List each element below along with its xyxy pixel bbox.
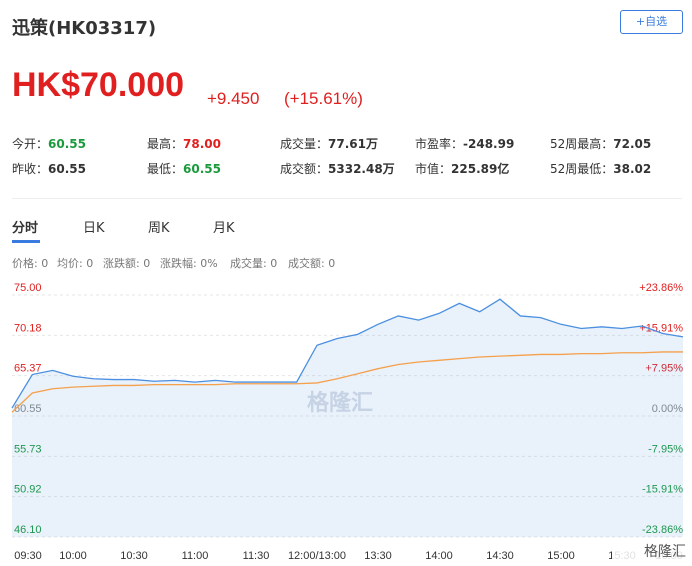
price-line xyxy=(11,298,684,409)
stat-value: -248.99 xyxy=(463,137,515,151)
logo-bg xyxy=(612,540,690,564)
price-area xyxy=(12,299,683,537)
stat-label: 52周最高： xyxy=(550,137,614,151)
stat-label: 52周最低： xyxy=(550,162,614,176)
stat-value: 38.02 xyxy=(613,162,652,176)
stat: 市值：225.89亿 xyxy=(415,160,509,177)
y-tick-label: 55.73 xyxy=(14,443,42,455)
x-tick-label: 10:00 xyxy=(59,550,87,562)
tab[interactable]: 分时 xyxy=(12,221,39,236)
stat-value: 78.00 xyxy=(183,137,221,151)
stat-value: 60.55 xyxy=(48,137,86,151)
price: HK$70.000 xyxy=(12,66,185,104)
stat: 最低：60.55 xyxy=(147,160,221,177)
stat-value: 225.89亿 xyxy=(451,162,510,176)
x-tick-label: 14:30 xyxy=(486,550,514,562)
stat-label: 昨收： xyxy=(12,162,49,176)
stat: 昨收：60.55 xyxy=(12,160,86,177)
separator xyxy=(12,198,682,199)
stat-label: 最低： xyxy=(147,162,184,176)
average-line xyxy=(11,351,683,413)
y2-tick-label: +7.95% xyxy=(645,363,683,375)
info-item: 涨跌幅: 0% xyxy=(160,257,218,270)
stat-value: 72.05 xyxy=(613,137,652,151)
stat-label: 成交额： xyxy=(280,162,329,176)
x-tick-label: 11:00 xyxy=(182,550,209,562)
x-tick-label: 09:30 xyxy=(14,550,42,562)
stat: 最高：78.00 xyxy=(147,135,221,152)
stat-label: 成交量： xyxy=(280,137,329,151)
y-tick-label: 50.92 xyxy=(14,484,42,496)
tab[interactable]: 日K xyxy=(83,221,105,236)
tab-underline xyxy=(12,240,40,243)
logo: 格隆汇 xyxy=(644,543,686,559)
stat-label: 最高： xyxy=(147,137,184,151)
stat-value: 77.61万 xyxy=(328,137,378,151)
stat-label: 市值： xyxy=(415,162,452,176)
x-tick-label: 11:30 xyxy=(243,550,270,562)
x-tick-label: 15:00 xyxy=(547,550,575,562)
stat-value: 60.55 xyxy=(183,162,221,176)
y2-tick-label: 0.00% xyxy=(652,403,683,415)
y2-tick-label: -23.86% xyxy=(642,524,683,536)
x-tick-label: 10:30 xyxy=(120,550,148,562)
watchlist-button[interactable]: +自选 xyxy=(620,10,683,34)
info-item: 成交量: 0 xyxy=(230,257,278,270)
y2-tick-label: +23.86% xyxy=(639,282,683,294)
change: +9.450 xyxy=(207,89,260,108)
y2-tick-label: +15.91% xyxy=(639,322,683,334)
watermark: 格隆汇 xyxy=(307,390,373,415)
x-tick-label: 14:00 xyxy=(425,550,453,562)
y-tick-label: 46.10 xyxy=(14,524,42,536)
tab[interactable]: 月K xyxy=(213,221,235,236)
y-tick-label: 70.18 xyxy=(14,322,42,334)
info-item: 价格: 0 xyxy=(12,257,49,270)
stat-label: 市盈率： xyxy=(415,137,464,151)
tab[interactable]: 周K xyxy=(148,221,170,236)
stat-value: 5332.48万 xyxy=(328,162,395,176)
title: 迅策(HK03317) xyxy=(12,18,157,39)
info-item: 均价: 0 xyxy=(57,257,94,270)
x-tick-label: 13:30 xyxy=(364,550,392,562)
info-item: 成交额: 0 xyxy=(288,257,336,270)
y2-tick-label: -15.91% xyxy=(642,484,683,496)
stat-label: 今开： xyxy=(12,137,49,151)
change-pct: (+15.61%) xyxy=(284,89,363,108)
stat: 52周最低：38.02 xyxy=(550,160,651,177)
y-tick-label: 65.37 xyxy=(14,363,42,375)
y-tick-label: 75.00 xyxy=(14,282,42,294)
y2-tick-label: -7.95% xyxy=(648,443,683,455)
x-tick-label: 12:00/13:00 xyxy=(288,550,346,562)
stat: 成交量：77.61万 xyxy=(280,135,378,152)
stat-value: 60.55 xyxy=(48,162,86,176)
y-tick-label: 60.55 xyxy=(14,403,42,415)
stat: 52周最高：72.05 xyxy=(550,135,651,152)
stat: 今开：60.55 xyxy=(12,135,86,152)
stat: 成交额：5332.48万 xyxy=(280,160,395,177)
info-item: 涨跌额: 0 xyxy=(103,257,151,270)
stat: 市盈率：-248.99 xyxy=(415,135,514,152)
